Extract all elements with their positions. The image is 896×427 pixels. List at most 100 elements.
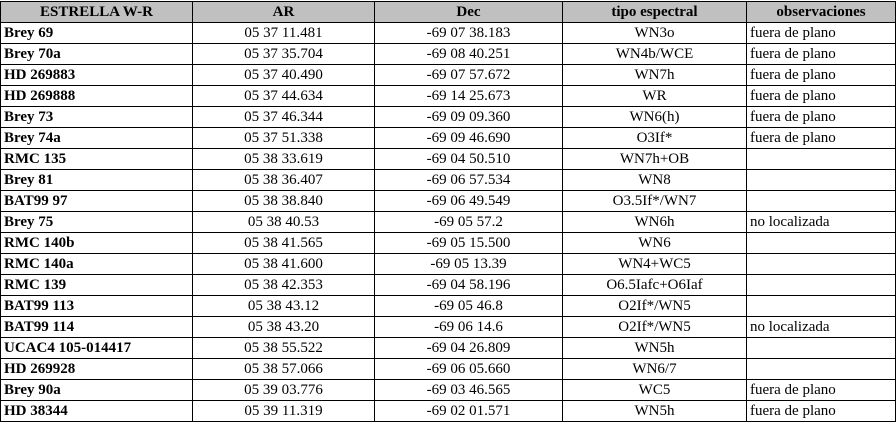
table-cell: UCAC4 105-014417 [0,337,193,359]
table-cell: -69 05 57.2 [374,211,563,233]
table-row: BAT99 113 05 38 43.12 -69 05 46.8 O2If*/WN5 [0,295,896,317]
table-row: Brey 73 05 37 46.344 -69 09 09.360 WN6(h) fu… [0,106,896,128]
table-cell: WN6 [562,232,747,254]
empty-cell [746,169,896,191]
table-cell: no localizada [746,211,896,233]
table-cell: 05 39 03.776 [192,379,375,401]
table-cell: -69 09 46.690 [374,127,563,149]
table-cell: Brey 70a [0,43,193,65]
table-cell: 05 38 41.565 [192,232,375,254]
table-row: RMC 139 05 38 42.353 -69 04 58.196 O6.5Iafc… [0,274,896,296]
empty-cell [746,253,896,275]
empty-cell [746,274,896,296]
table-cell: -69 14 25.673 [374,85,563,107]
table-cell: RMC 135 [0,148,193,170]
table-cell: WN6/7 [562,358,747,380]
table-cell: -69 06 14.6 [374,316,563,338]
table-cell: -69 05 46.8 [374,295,563,317]
table-cell: RMC 140b [0,232,193,254]
table-cell: 05 37 35.704 [192,43,375,65]
table-row: RMC 135 05 38 33.619 -69 04 50.510 WN7h+OB [0,148,896,170]
table-cell: -69 03 46.565 [374,379,563,401]
table-cell: fuera de plano [746,43,896,65]
table-cell: Brey 73 [0,106,193,128]
table-cell: Brey 90a [0,379,193,401]
empty-cell [746,358,896,380]
table-row: HD 269888 05 37 44.634 -69 14 25.673 WR fuer… [0,85,896,107]
table-cell: O2If*/WN5 [562,316,747,338]
table-cell: WN6(h) [562,106,747,128]
table-cell: fuera de plano [746,22,896,44]
table-row: HD 269928 05 38 57.066 -69 06 05.660 WN6/7 [0,358,896,380]
header-cell: Dec [374,1,563,23]
table-cell: -69 05 15.500 [374,232,563,254]
table-cell: 05 38 36.407 [192,169,375,191]
table-cell: RMC 140a [0,253,193,275]
table-cell: -69 06 57.534 [374,169,563,191]
table-cell: 05 37 51.338 [192,127,375,149]
table-cell: 05 38 43.12 [192,295,375,317]
table-body: Brey 69 05 37 11.481 -69 07 38.183 WN3o fuer… [0,22,896,422]
table-cell: 05 37 11.481 [192,22,375,44]
table-row: Brey 69 05 37 11.481 -69 07 38.183 WN3o fuer… [0,22,896,44]
table-cell: fuera de plano [746,379,896,401]
table-cell: -69 04 58.196 [374,274,563,296]
table-cell: 05 38 43.20 [192,316,375,338]
table-cell: fuera de plano [746,85,896,107]
table-cell: BAT99 97 [0,190,193,212]
table-row: Brey 90a 05 39 03.776 -69 03 46.565 WC5 fuer… [0,379,896,401]
table-cell: 05 38 40.53 [192,211,375,233]
table-cell: fuera de plano [746,64,896,86]
table-cell: HD 38344 [0,400,193,422]
table-cell: Brey 81 [0,169,193,191]
table-row: Brey 81 05 38 36.407 -69 06 57.534 WN8 [0,169,896,191]
table-cell: 05 38 33.619 [192,148,375,170]
table-cell: O6.5Iafc+O6Iaf [562,274,747,296]
table-cell: 05 38 42.353 [192,274,375,296]
table-cell: BAT99 113 [0,295,193,317]
table-row: Brey 70a 05 37 35.704 -69 08 40.251 WN4b/WC… [0,43,896,65]
table-cell: -69 06 05.660 [374,358,563,380]
table-row: HD 269883 05 37 40.490 -69 07 57.672 WN7h fu… [0,64,896,86]
table-cell: 05 38 57.066 [192,358,375,380]
table-cell: WN7h+OB [562,148,747,170]
table-cell: O3.5If*/WN7 [562,190,747,212]
table-cell: RMC 139 [0,274,193,296]
table-cell: WN5h [562,337,747,359]
table-cell: HD 269888 [0,85,193,107]
table-cell: WN7h [562,64,747,86]
table-row: BAT99 97 05 38 38.840 -69 06 49.549 O3.5If*… [0,190,896,212]
table-cell: -69 09 09.360 [374,106,563,128]
empty-cell [746,232,896,254]
table-cell: -69 02 01.571 [374,400,563,422]
table-row: RMC 140b 05 38 41.565 -69 05 15.500 WN6 [0,232,896,254]
table-cell: 05 38 55.522 [192,337,375,359]
table-cell: WN4b/WCE [562,43,747,65]
table-cell: fuera de plano [746,106,896,128]
header-cell: ESTRELLA W-R [0,1,193,23]
table-row: BAT99 114 05 38 43.20 -69 06 14.6 O2If*/WN5… [0,316,896,338]
header-cell: tipo espectral [562,1,747,23]
table-cell: -69 08 40.251 [374,43,563,65]
table-row: RMC 140a 05 38 41.600 -69 05 13.39 WN4+WC5 [0,253,896,275]
table-cell: 05 39 11.319 [192,400,375,422]
empty-cell [746,337,896,359]
table-cell: -69 04 50.510 [374,148,563,170]
table-cell: 05 38 38.840 [192,190,375,212]
empty-cell [746,295,896,317]
table-cell: Brey 74a [0,127,193,149]
table-cell: no localizada [746,316,896,338]
table-cell: WR [562,85,747,107]
table-cell: O3If* [562,127,747,149]
table-cell: WN6h [562,211,747,233]
empty-cell [746,190,896,212]
header-cell: observaciones [746,1,896,23]
table-cell: BAT99 114 [0,316,193,338]
table-cell: WN5h [562,400,747,422]
table-cell: 05 38 41.600 [192,253,375,275]
table-cell: 05 37 40.490 [192,64,375,86]
table-cell: WN3o [562,22,747,44]
table-cell: HD 269883 [0,64,193,86]
table-cell: -69 07 38.183 [374,22,563,44]
